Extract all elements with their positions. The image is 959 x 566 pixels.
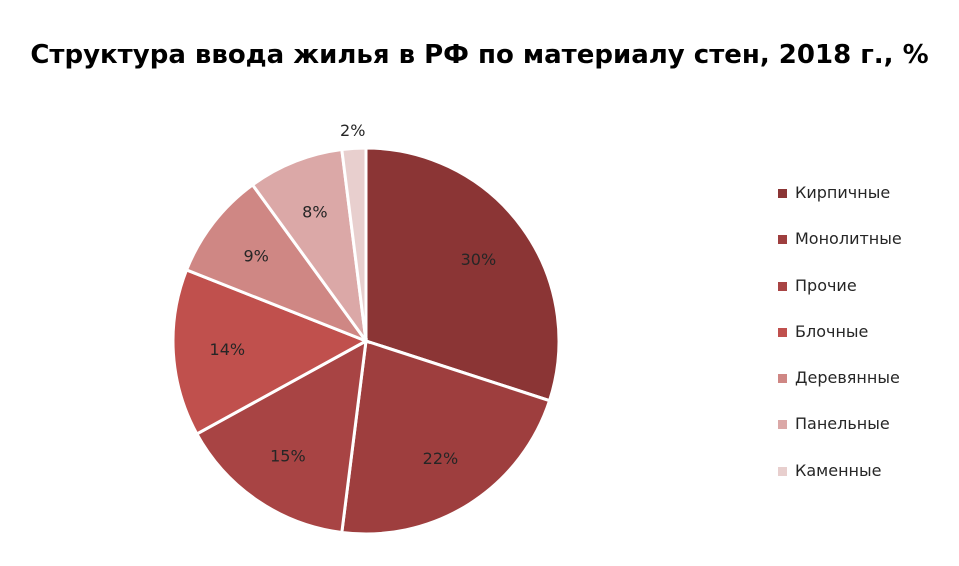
legend-item-4: Блочные [778,321,902,367]
pie-slice-4 [171,268,370,437]
data-label-4: 14% [210,340,246,359]
legend-swatch-4 [778,327,787,337]
pie-slice-1 [364,146,561,403]
legend-item-6: Панельные [778,413,902,459]
data-label-7: 2% [340,121,365,140]
pie-slice-2 [340,339,552,536]
legend-swatch-1 [778,189,787,198]
legend-item-2: Монолитные [778,228,902,274]
legend-label-7: Каменные [795,460,882,480]
legend-label-4: Блочные [795,321,869,341]
data-label-1: 30% [461,250,497,269]
legend-item-5: Деревянные [778,367,902,413]
data-label-5: 9% [244,246,269,265]
data-label-2: 22% [423,449,459,468]
legend-item-3: Прочие [778,275,902,321]
legend-item-1: Кирпичные [778,182,902,228]
data-label-3: 15% [270,446,306,465]
legend-swatch-3 [778,281,787,291]
pie-slice-5 [184,182,371,345]
pie-slice-7 [340,146,368,342]
legend-label-5: Деревянные [795,368,900,388]
legend: Кирпичные Монолитные Прочие Блочные Деревянн… [778,182,902,506]
legend-item-7: Каменные [778,460,902,506]
pie-slice-3 [194,338,368,535]
legend-swatch-7 [778,466,787,476]
legend-swatch-5 [778,374,787,384]
legend-swatch-2 [778,235,787,245]
pie-slice-6 [250,147,368,342]
legend-label-1: Кирпичные [795,183,891,202]
chart-title: Структура ввода жилья в РФ по материалу … [30,40,929,70]
data-label-6: 8% [302,202,327,221]
legend-label-3: Прочие [795,275,857,295]
legend-label-2: Монолитные [795,229,902,249]
legend-swatch-6 [778,420,787,430]
legend-label-6: Панельные [795,414,890,434]
